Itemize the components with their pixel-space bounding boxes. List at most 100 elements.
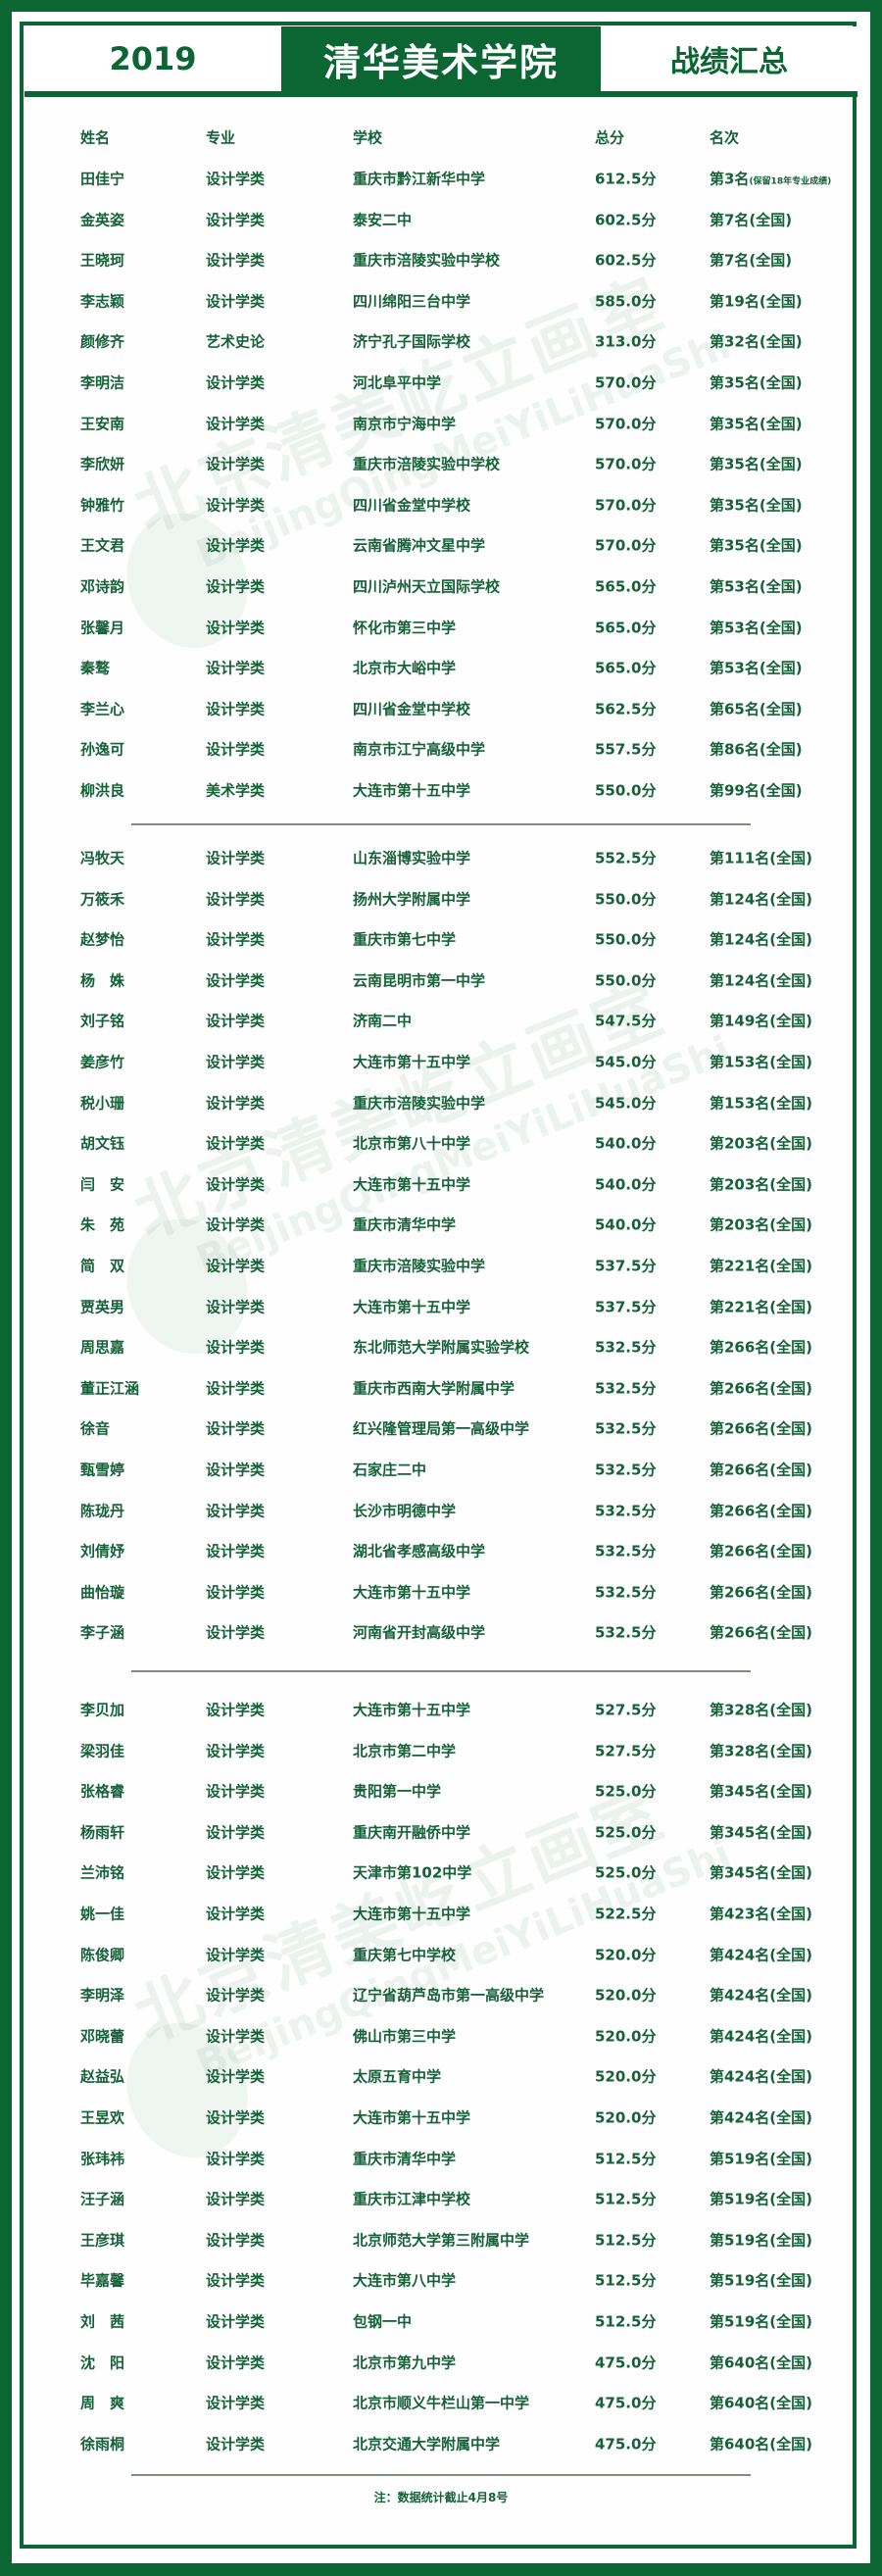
school: 重庆市涪陵实验中学 xyxy=(353,1094,486,1113)
rank: 第35名(全国) xyxy=(710,415,803,433)
total-score: 475.0分 xyxy=(595,2435,657,2453)
major: 设计学类 xyxy=(206,1742,266,1760)
student-name: 杨雨轩 xyxy=(80,1823,125,1842)
school: 云南省腾冲文星中学 xyxy=(353,536,486,555)
school: 北京市第二中学 xyxy=(353,1742,457,1760)
major: 设计学类 xyxy=(206,1502,266,1520)
school: 大连市第十五中学 xyxy=(353,1701,471,1719)
student-name: 万筱禾 xyxy=(80,890,125,909)
school: 北京市大峪中学 xyxy=(353,659,457,677)
rank: 第203名(全国) xyxy=(710,1215,813,1234)
school: 怀化市第三中学 xyxy=(353,619,457,637)
group-divider xyxy=(131,823,751,825)
total-score: 525.0分 xyxy=(595,1782,657,1801)
rank: 第266名(全国) xyxy=(710,1419,813,1438)
rank: 第266名(全国) xyxy=(710,1461,813,1479)
major: 设计学类 xyxy=(206,1986,266,2005)
school: 济宁孔子国际学校 xyxy=(353,332,471,351)
school: 重庆南开融侨中学 xyxy=(353,1823,471,1842)
school: 大连市第十五中学 xyxy=(353,1053,471,1071)
rank: 第519名(全国) xyxy=(710,2312,813,2331)
school: 大连市第八中学 xyxy=(353,2271,457,2290)
total-score: 527.5分 xyxy=(595,1701,657,1719)
student-name: 张格睿 xyxy=(80,1782,125,1801)
school: 重庆市涪陵实验中学校 xyxy=(353,455,501,473)
school: 重庆市西南大学附属中学 xyxy=(353,1379,515,1398)
rank: 第423名(全国) xyxy=(710,1905,813,1923)
major: 设计学类 xyxy=(206,619,266,637)
major: 设计学类 xyxy=(206,1583,266,1602)
total-score: 532.5分 xyxy=(595,1542,657,1560)
header-underline xyxy=(24,91,858,97)
total-score: 313.0分 xyxy=(595,332,657,351)
rank: 第424名(全国) xyxy=(710,1946,813,1964)
major: 设计学类 xyxy=(206,1053,266,1071)
school: 长沙市明德中学 xyxy=(353,1502,457,1520)
rank-value: 第3名 xyxy=(710,170,750,188)
rank: 第35名(全国) xyxy=(710,496,803,515)
major: 设计学类 xyxy=(206,1542,266,1560)
school: 天津市第102中学 xyxy=(353,1863,472,1882)
major: 设计学类 xyxy=(206,2312,266,2331)
school: 云南昆明市第一中学 xyxy=(353,971,486,990)
student-name: 姚一佳 xyxy=(80,1905,125,1923)
school: 重庆市涪陵实验中学校 xyxy=(353,251,501,270)
major: 设计学类 xyxy=(206,971,266,990)
rank: 第519名(全国) xyxy=(710,2231,813,2250)
total-score: 475.0分 xyxy=(595,2394,657,2412)
student-name: 王安南 xyxy=(80,415,125,433)
student-name: 闫 安 xyxy=(80,1175,125,1194)
major: 设计学类 xyxy=(206,415,266,433)
total-score: 565.0分 xyxy=(595,577,657,596)
student-name: 胡文钰 xyxy=(80,1134,125,1153)
rank: 第266名(全国) xyxy=(710,1338,813,1357)
rank: 第124名(全国) xyxy=(710,930,813,949)
student-name: 张玮祎 xyxy=(80,2150,125,2168)
major: 设计学类 xyxy=(206,1863,266,1882)
major: 设计学类 xyxy=(206,2394,266,2412)
school: 北京市顺义牛栏山第一中学 xyxy=(353,2394,530,2412)
rank: 第203名(全国) xyxy=(710,1134,813,1153)
major: 设计学类 xyxy=(206,2027,266,2046)
school: 重庆第七中学校 xyxy=(353,1946,457,1964)
rank: 第35名(全国) xyxy=(710,536,803,555)
rank: 第19名(全国) xyxy=(710,292,803,311)
major: 设计学类 xyxy=(206,1823,266,1842)
student-name: 李欣妍 xyxy=(80,455,125,473)
rank: 第153名(全国) xyxy=(710,1053,813,1071)
total-score: 557.5分 xyxy=(595,740,657,759)
rank: 第7名(全国) xyxy=(710,251,793,270)
rank: 第640名(全国) xyxy=(710,2394,813,2412)
total-score: 545.0分 xyxy=(595,1094,657,1113)
student-name: 李志颖 xyxy=(80,292,125,311)
major: 设计学类 xyxy=(206,1946,266,1964)
school: 四川泸州天立国际学校 xyxy=(353,577,501,596)
student-name: 邓诗韵 xyxy=(80,577,125,596)
major: 美术学类 xyxy=(206,781,266,800)
content-frame xyxy=(20,22,857,2549)
student-name: 杨 姝 xyxy=(80,971,125,990)
school: 贵阳第一中学 xyxy=(353,1782,442,1801)
major: 设计学类 xyxy=(206,373,266,392)
rank: 第99名(全国) xyxy=(710,781,803,800)
student-name: 李贝加 xyxy=(80,1701,125,1719)
major: 设计学类 xyxy=(206,2150,266,2168)
rank: 第153名(全国) xyxy=(710,1094,813,1113)
total-score: 520.0分 xyxy=(595,2027,657,2046)
major: 设计学类 xyxy=(206,1175,266,1194)
total-score: 522.5分 xyxy=(595,1905,657,1923)
major: 设计学类 xyxy=(206,2271,266,2290)
major: 设计学类 xyxy=(206,930,266,949)
student-name: 简 双 xyxy=(80,1257,125,1275)
total-score: 537.5分 xyxy=(595,1298,657,1316)
column-header-score: 总分 xyxy=(595,128,625,147)
rank: 第266名(全国) xyxy=(710,1623,813,1642)
total-score: 532.5分 xyxy=(595,1461,657,1479)
rank: 第424名(全国) xyxy=(710,2108,813,2127)
rank: 第149名(全国) xyxy=(710,1012,813,1030)
rank: 第519名(全国) xyxy=(710,2150,813,2168)
rank: 第640名(全国) xyxy=(710,2435,813,2453)
school: 大连市第十五中学 xyxy=(353,2108,471,2127)
school: 四川绵阳三台中学 xyxy=(353,292,471,311)
total-score: 552.5分 xyxy=(595,849,657,867)
